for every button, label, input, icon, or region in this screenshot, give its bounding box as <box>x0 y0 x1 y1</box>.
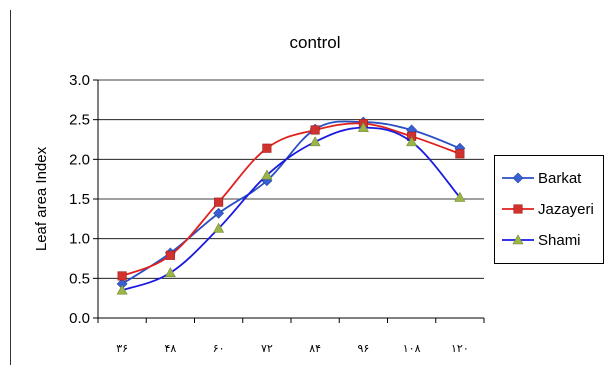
x-tick-label: ۷۲ <box>261 343 273 355</box>
legend-label: Shami <box>538 232 581 249</box>
legend-marker <box>512 234 524 245</box>
y-tick-label: 3.0 <box>69 72 90 89</box>
x-tick-label: ۶۰ <box>213 343 225 355</box>
grid-lines <box>93 79 484 319</box>
x-tick-label: ۸۴ <box>309 343 321 355</box>
legend-label: Barkat <box>538 170 582 187</box>
frame-border <box>10 10 11 365</box>
data-point <box>117 271 127 281</box>
y-tick-labels: 0.0 0.5 1.0 1.5 2.0 2.5 3.0 <box>69 72 90 327</box>
data-point <box>309 136 321 147</box>
y-tick-label: 2.5 <box>69 112 90 129</box>
data-point <box>213 207 225 219</box>
data-point <box>262 143 272 153</box>
legend-marker <box>512 172 524 184</box>
data-point <box>116 284 128 295</box>
y-tick-label: 1.0 <box>69 231 90 248</box>
series-line <box>121 122 461 277</box>
series-line <box>121 120 461 285</box>
data-point <box>214 197 224 207</box>
y-axis-label: Leaf area Index <box>33 146 50 251</box>
y-tick-label: 2.0 <box>69 151 90 168</box>
x-tick-label: ۱۲۰ <box>451 343 469 355</box>
x-tick-labels: ۳۶ ۴۸ ۶۰ ۷۲ ۸۴ ۹۶ ۱۰۸ ۱۲۰ <box>116 343 469 355</box>
data-point <box>406 136 418 147</box>
legend-marker <box>513 204 523 214</box>
x-tick-label: ۹۶ <box>357 343 369 355</box>
series-lines <box>116 116 466 295</box>
data-point <box>164 267 176 278</box>
legend-svg: Barkat Jazayeri Shami <box>502 170 594 249</box>
data-point <box>261 169 273 180</box>
legend-item-barkat: Barkat <box>502 170 582 187</box>
y-tick-label: 0.5 <box>69 270 90 287</box>
data-point <box>165 250 175 260</box>
legend-item-shami: Shami <box>502 232 581 249</box>
y-tick-label: 0.0 <box>69 310 90 327</box>
chart-title: control <box>289 33 340 52</box>
data-point <box>454 191 466 202</box>
x-tick-label: ۳۶ <box>116 343 128 355</box>
legend: Barkat Jazayeri Shami <box>494 155 604 264</box>
legend-item-jazayeri: Jazayeri <box>502 201 594 218</box>
series-shami <box>116 121 466 295</box>
data-point <box>213 222 225 233</box>
data-point <box>357 121 369 132</box>
data-point <box>310 125 320 135</box>
y-tick-label: 1.5 <box>69 191 90 208</box>
data-point <box>455 149 465 159</box>
legend-label: Jazayeri <box>538 201 594 218</box>
x-tick-label: ۴۸ <box>164 343 176 355</box>
x-tick-label: ۱۰۸ <box>403 343 421 355</box>
axes <box>97 80 485 323</box>
